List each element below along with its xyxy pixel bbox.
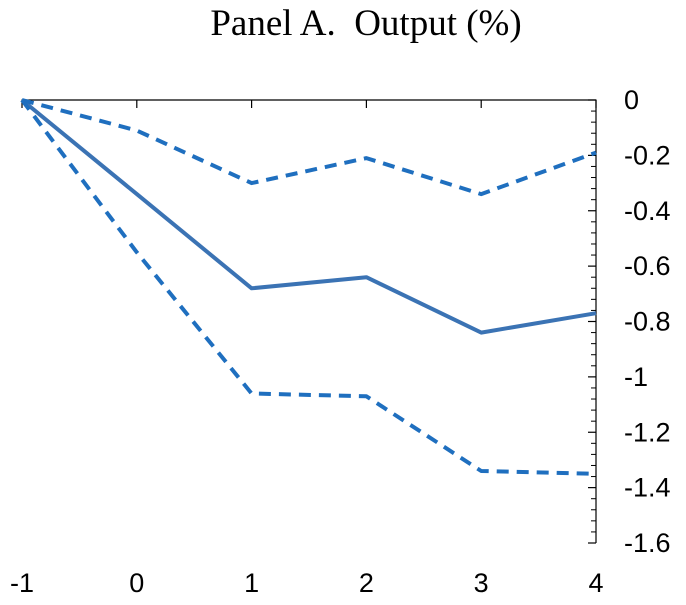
series-line-3 [20, 98, 597, 476]
y-tick-label: -1.6 [624, 528, 671, 558]
x-tick-label: -1 [10, 568, 34, 598]
x-tick-label: 4 [588, 568, 603, 598]
series-line-2 [21, 98, 597, 197]
y-tick-label: 0 [624, 85, 639, 115]
series-line-1 [20, 98, 597, 335]
tick-labels: -1 0 1 2 3 4 0 -0.2 -0.4 -0.6 -0.8 -1 -1.2 -1.4 -1.6 [10, 85, 671, 598]
series-layer [20, 98, 597, 476]
y-tick-label: -0.4 [624, 196, 671, 226]
y-tick-label: -1.4 [624, 473, 671, 503]
axes [21, 99, 597, 544]
y-tick-label: -0.6 [624, 251, 671, 281]
x-tick-label: 3 [474, 568, 489, 598]
y-tick-label: -1.2 [624, 417, 671, 447]
x-tick-label: 2 [359, 568, 374, 598]
y-tick-label: -0.8 [624, 307, 671, 337]
y-tick-label: -1 [624, 362, 648, 392]
chart-title: Panel A. Output (%) [210, 3, 522, 44]
x-tick-label: 1 [244, 568, 259, 598]
x-tick-label: 0 [129, 568, 144, 598]
y-tick-label: -0.2 [624, 140, 671, 170]
